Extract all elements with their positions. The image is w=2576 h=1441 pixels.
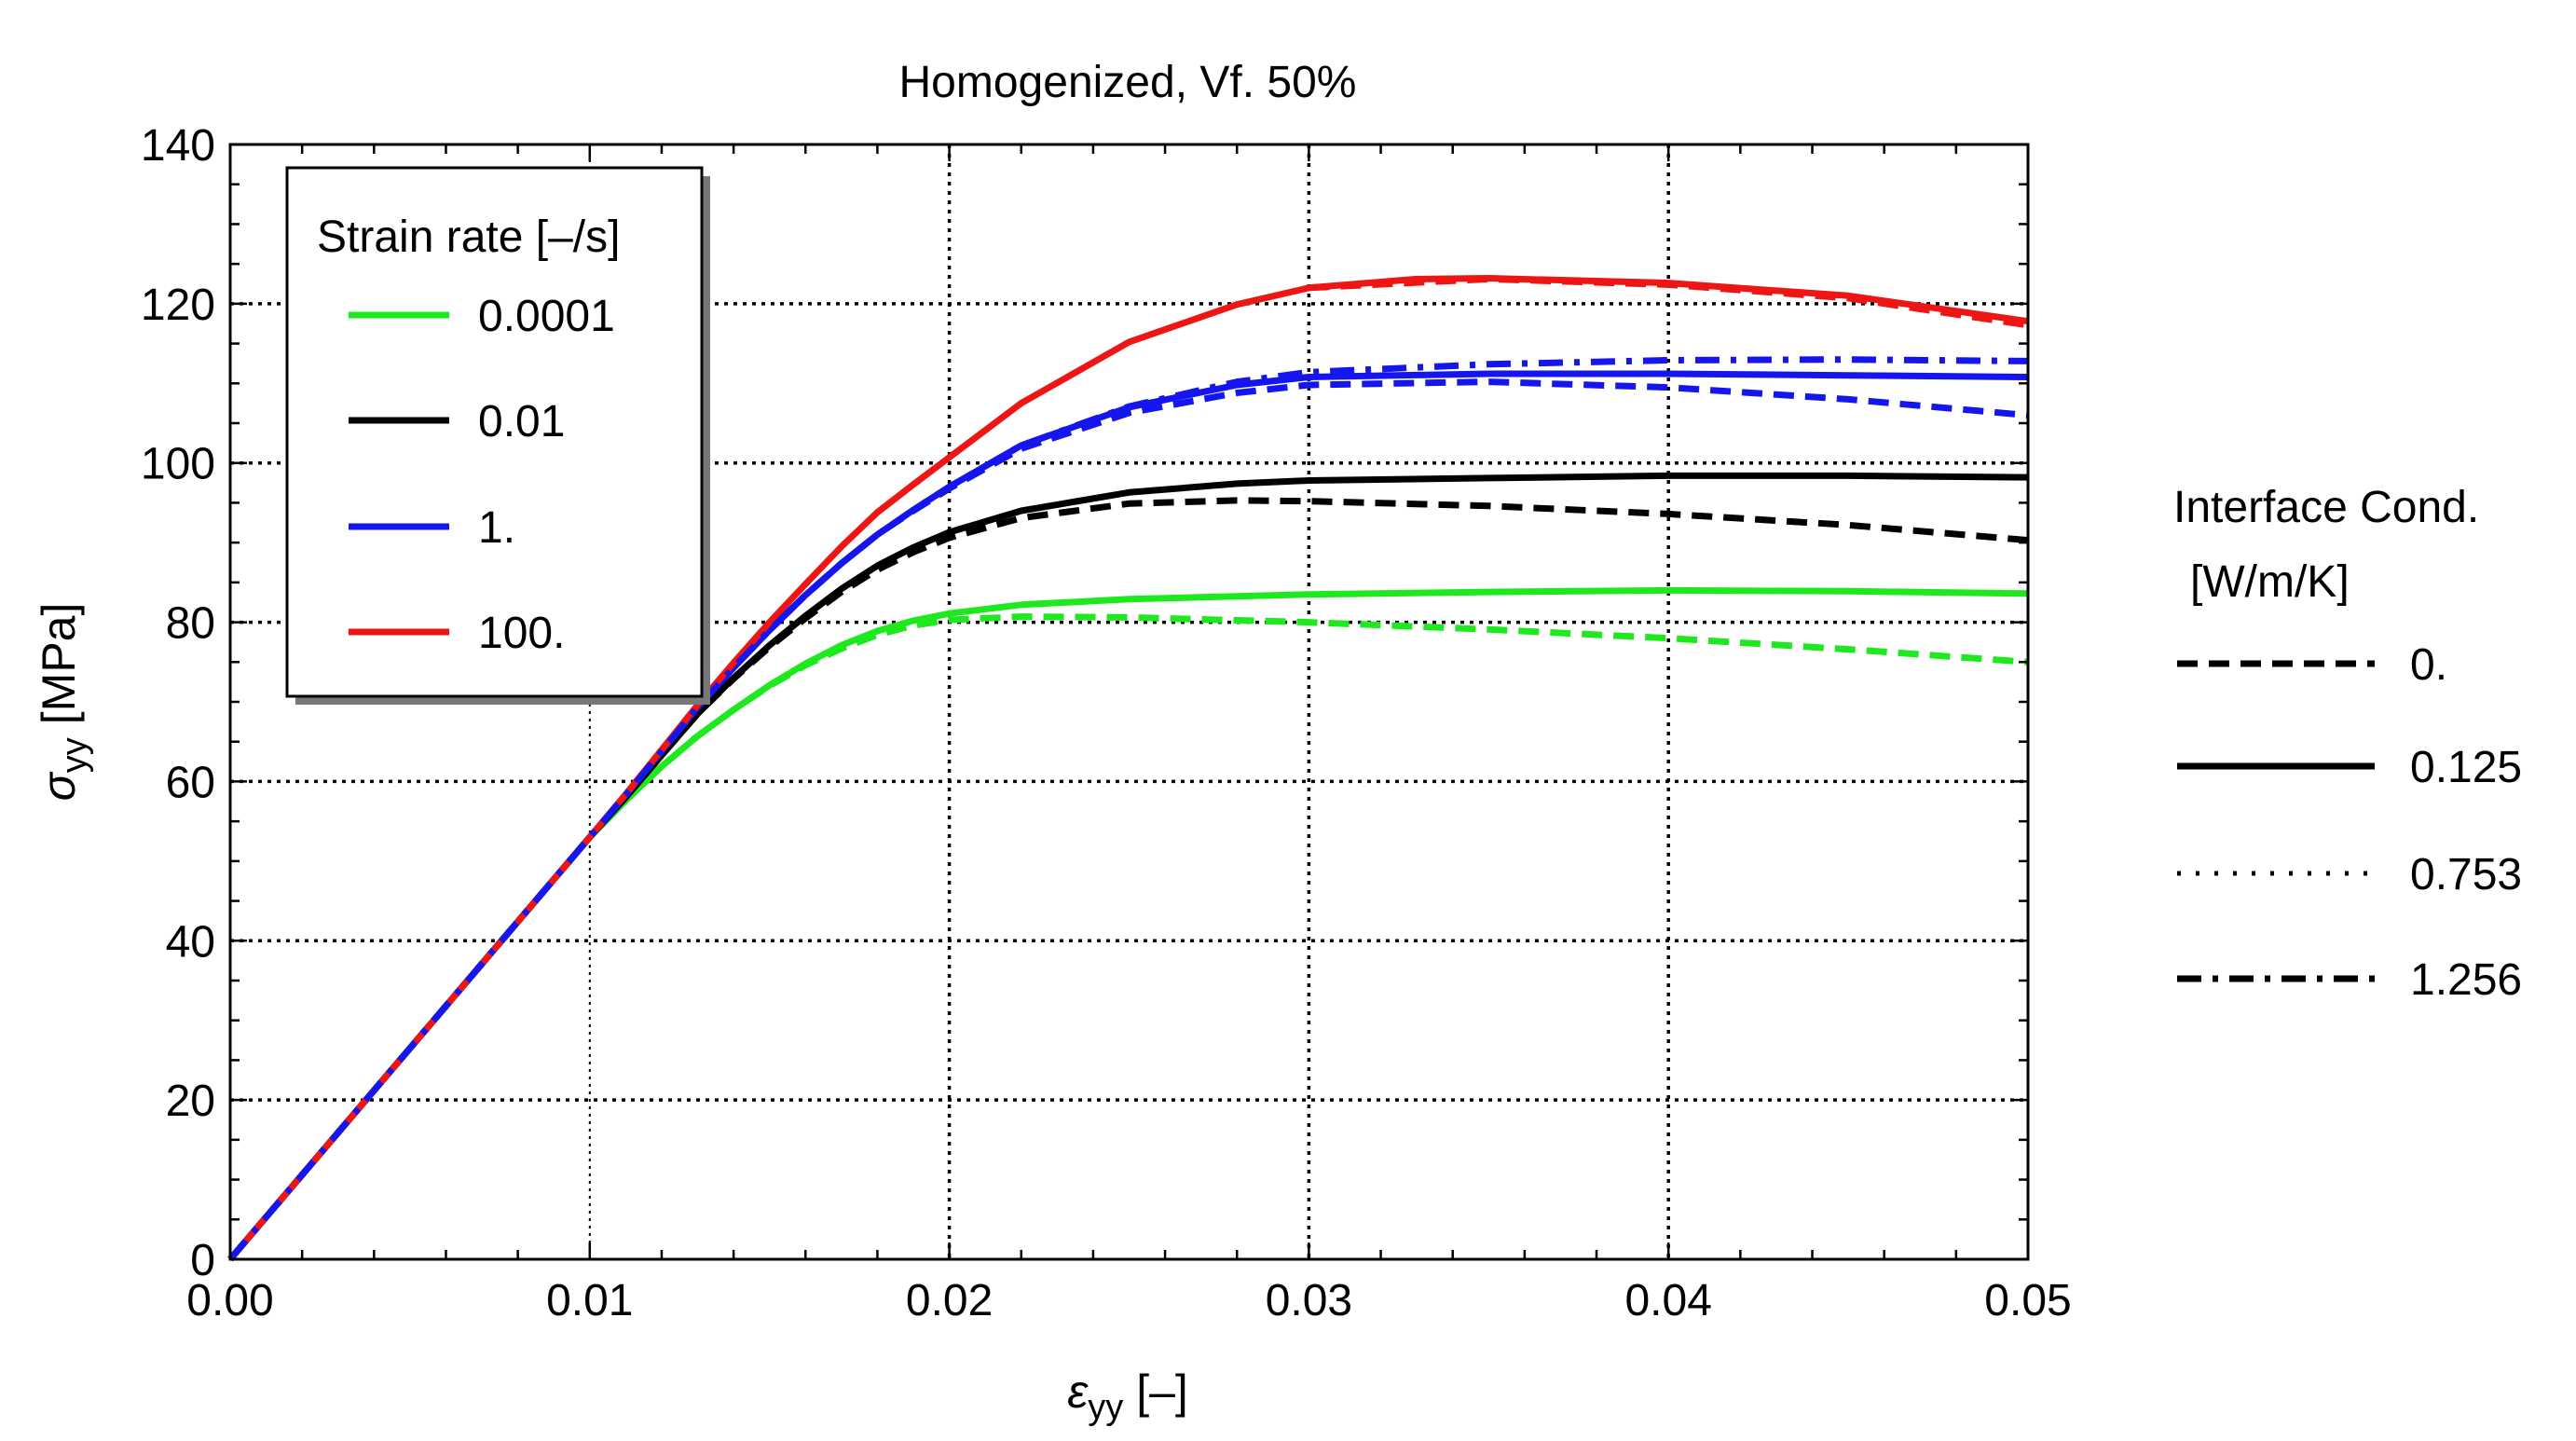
legend-interface-cond: Interface Cond. [W/m/K] 0. 0.125 0.753 1…	[2173, 483, 2522, 1005]
x-tick-label: 0.00	[186, 1276, 273, 1325]
y-axis-symbol: σ	[33, 771, 85, 801]
y-axis-subscript: yy	[55, 737, 94, 773]
chart-title: Homogenized, Vf. 50%	[899, 58, 1357, 107]
legend-label-1: 1.	[478, 503, 515, 553]
x-tick-label: 0.04	[1624, 1276, 1711, 1325]
legend-cond-title-line2: [W/m/K]	[2190, 557, 2350, 607]
y-tick-label: 0	[190, 1236, 215, 1285]
x-axis-subscript: yy	[1088, 1388, 1123, 1427]
legend-cond-title-line1: Interface Cond.	[2173, 483, 2479, 532]
legend-label-0.0001: 0.0001	[478, 292, 615, 341]
x-tick-label: 0.03	[1266, 1276, 1352, 1325]
legend-strain-rate-box	[285, 166, 704, 698]
y-tick-label: 20	[166, 1077, 215, 1126]
x-axis-label: εyy [–]	[1067, 1366, 1188, 1427]
legend-strain-rate: Strain rate [–/s] 0.0001 0.01 1. 100.	[285, 166, 710, 705]
y-tick-label: 60	[166, 758, 215, 807]
x-tick-label: 0.05	[1984, 1276, 2071, 1325]
legend-strain-rate-title: Strain rate [–/s]	[317, 213, 620, 262]
legend-cond-label-0: 0.	[2410, 640, 2447, 690]
y-tick-label: 120	[141, 281, 215, 330]
legend-cond-label-0.753: 0.753	[2410, 850, 2522, 899]
y-tick-label: 100	[141, 440, 215, 489]
series-line-1.-0.	[227, 378, 2029, 1262]
y-axis-unit: [MPa]	[33, 603, 85, 725]
legend-label-100: 100.	[478, 609, 565, 658]
y-tick-label: 140	[141, 121, 215, 171]
x-tick-label: 0.02	[906, 1276, 993, 1325]
x-axis-unit: [–]	[1136, 1366, 1188, 1418]
legend-cond-label-1.256: 1.256	[2410, 955, 2522, 1005]
y-tick-label: 40	[166, 917, 215, 967]
y-tick-label: 80	[166, 599, 215, 649]
legend-label-0.01: 0.01	[478, 397, 565, 446]
y-axis-label: σyy [MPa]	[33, 603, 94, 802]
x-tick-label: 0.01	[546, 1276, 633, 1325]
series-layer	[227, 275, 2029, 1262]
legend-cond-label-0.125: 0.125	[2410, 743, 2522, 792]
tick-layer: 0.00 0.01 0.02 0.03 0.04 0.05 0 20 40 60 80 100 120 1…	[141, 121, 2072, 1325]
x-axis-symbol: ε	[1067, 1366, 1089, 1418]
series-line-1.-1.256	[227, 356, 2029, 1262]
